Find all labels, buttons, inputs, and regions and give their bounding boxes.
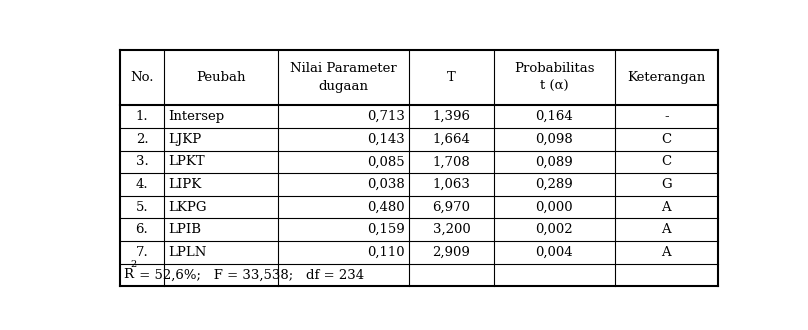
Text: 1,063: 1,063 bbox=[432, 178, 470, 191]
Text: LKPG: LKPG bbox=[169, 201, 207, 214]
Text: 0,089: 0,089 bbox=[536, 155, 573, 168]
Text: 1.: 1. bbox=[136, 110, 149, 123]
Text: 6.: 6. bbox=[136, 223, 149, 236]
Text: 7.: 7. bbox=[136, 246, 149, 259]
Text: A: A bbox=[662, 246, 671, 259]
Text: LPIB: LPIB bbox=[169, 223, 201, 236]
Text: 0,713: 0,713 bbox=[367, 110, 405, 123]
Text: 0,143: 0,143 bbox=[367, 133, 405, 146]
Text: Peubah: Peubah bbox=[196, 71, 246, 84]
Text: R: R bbox=[124, 268, 133, 281]
Text: 0,110: 0,110 bbox=[367, 246, 405, 259]
Text: 2.: 2. bbox=[136, 133, 149, 146]
Text: A: A bbox=[662, 223, 671, 236]
Text: 3.: 3. bbox=[136, 155, 149, 168]
Text: 0,038: 0,038 bbox=[367, 178, 405, 191]
Text: No.: No. bbox=[130, 71, 154, 84]
Text: 1,664: 1,664 bbox=[432, 133, 470, 146]
Text: A: A bbox=[662, 201, 671, 214]
Text: LPLN: LPLN bbox=[169, 246, 207, 259]
Text: 0,002: 0,002 bbox=[536, 223, 573, 236]
Text: 0,289: 0,289 bbox=[536, 178, 573, 191]
Text: 0,159: 0,159 bbox=[367, 223, 405, 236]
Text: 5.: 5. bbox=[136, 201, 149, 214]
Text: -: - bbox=[664, 110, 668, 123]
Text: Probabilitas
t (α): Probabilitas t (α) bbox=[514, 62, 595, 93]
Text: LIPK: LIPK bbox=[169, 178, 202, 191]
Text: 2,909: 2,909 bbox=[432, 246, 470, 259]
Text: 0,098: 0,098 bbox=[536, 133, 573, 146]
Text: Intersep: Intersep bbox=[169, 110, 225, 123]
Text: 4.: 4. bbox=[136, 178, 149, 191]
Text: 1,396: 1,396 bbox=[432, 110, 470, 123]
Text: T: T bbox=[447, 71, 456, 84]
Text: C: C bbox=[661, 155, 671, 168]
Text: LPKT: LPKT bbox=[169, 155, 205, 168]
Text: 0,085: 0,085 bbox=[367, 155, 405, 168]
Text: 3,200: 3,200 bbox=[432, 223, 470, 236]
Text: G: G bbox=[661, 178, 671, 191]
Text: = 52,6%;   F = 33,538;   df = 234: = 52,6%; F = 33,538; df = 234 bbox=[135, 268, 364, 281]
Text: 0,480: 0,480 bbox=[367, 201, 405, 214]
Text: LJKP: LJKP bbox=[169, 133, 202, 146]
Text: 0,004: 0,004 bbox=[536, 246, 573, 259]
Text: 6,970: 6,970 bbox=[432, 201, 470, 214]
Text: Nilai Parameter
dugaan: Nilai Parameter dugaan bbox=[290, 62, 397, 93]
Text: 0,164: 0,164 bbox=[536, 110, 573, 123]
Text: 1,708: 1,708 bbox=[432, 155, 470, 168]
Text: 0,000: 0,000 bbox=[536, 201, 573, 214]
Text: Keterangan: Keterangan bbox=[627, 71, 705, 84]
Text: C: C bbox=[661, 133, 671, 146]
Text: 2: 2 bbox=[130, 260, 137, 269]
